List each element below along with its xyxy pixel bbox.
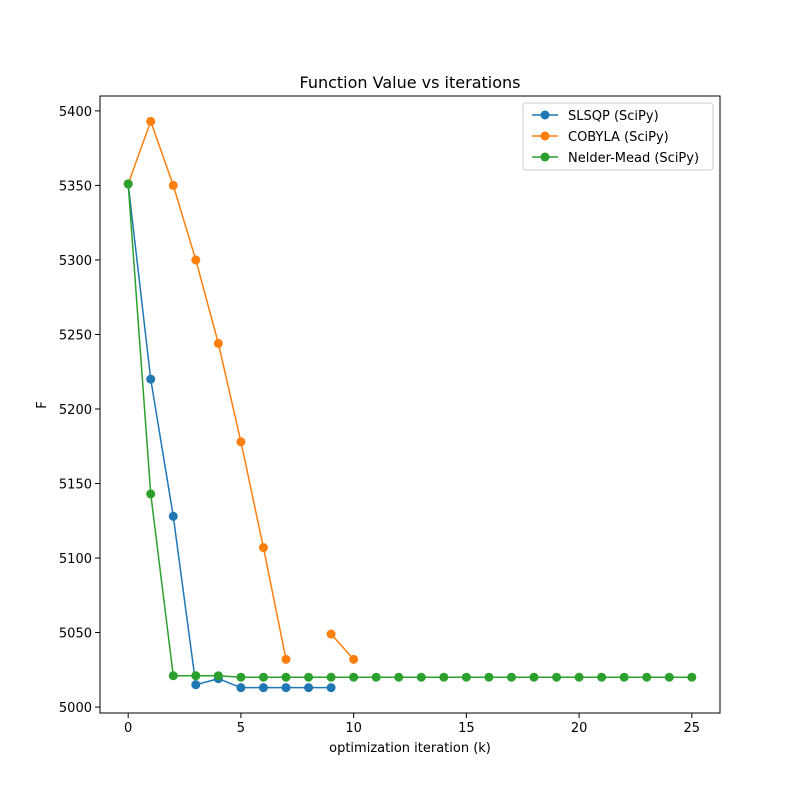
data-point <box>371 672 381 682</box>
y-axis-label: F <box>35 401 50 408</box>
data-point <box>146 116 156 126</box>
series-1 <box>123 179 336 693</box>
legend-label: SLSQP (SciPy) <box>568 109 659 124</box>
y-tick-label: 5100 <box>59 552 92 567</box>
x-axis-label: optimization iteration (k) <box>329 741 491 756</box>
data-point <box>326 672 336 682</box>
legend-label: Nelder-Mead (SciPy) <box>568 151 699 166</box>
data-point <box>281 683 291 693</box>
data-point <box>213 671 223 681</box>
data-point <box>439 672 449 682</box>
legend-marker <box>540 131 550 141</box>
data-point <box>642 672 652 682</box>
data-point <box>191 671 201 681</box>
data-point <box>574 672 584 682</box>
data-point <box>416 672 426 682</box>
series-line <box>127 183 332 689</box>
x-tick-label: 0 <box>124 721 132 736</box>
x-tick-label: 20 <box>571 721 588 736</box>
legend-marker <box>540 152 550 162</box>
data-point <box>664 672 674 682</box>
x-tick-label: 5 <box>237 721 245 736</box>
legend-label: COBYLA (SciPy) <box>568 130 669 145</box>
data-point <box>529 672 539 682</box>
legend-marker <box>540 110 550 120</box>
y-tick-label: 5200 <box>59 403 92 418</box>
plot-area <box>123 116 697 693</box>
series-2 <box>123 116 359 664</box>
data-point <box>687 672 697 682</box>
y-tick-label: 5300 <box>59 254 92 269</box>
y-tick-label: 5400 <box>59 105 92 120</box>
data-point <box>461 672 471 682</box>
y-tick-label: 5250 <box>59 328 92 343</box>
x-tick-label: 25 <box>684 721 701 736</box>
y-tick-label: 5050 <box>59 627 92 642</box>
data-point <box>168 180 178 190</box>
data-point <box>349 672 359 682</box>
data-point <box>304 683 314 693</box>
data-point <box>213 338 223 348</box>
data-point <box>191 680 201 690</box>
data-point <box>191 255 201 265</box>
data-point <box>258 543 268 553</box>
data-point <box>236 437 246 447</box>
data-point <box>258 683 268 693</box>
data-point <box>146 489 156 499</box>
data-point <box>168 671 178 681</box>
data-point <box>258 672 268 682</box>
y-tick-label: 5000 <box>59 701 92 716</box>
data-point <box>552 672 562 682</box>
series-line <box>127 119 287 660</box>
series-line <box>127 183 692 678</box>
data-point <box>146 374 156 384</box>
axis-ticks: 0 5 10 15 20 25 5000 5050 5100 5150 5200 5250 5300 53… <box>59 105 700 736</box>
legend: SLSQP (SciPy) COBYLA (SciPy) Nelder-Mead (… <box>522 102 714 171</box>
data-point <box>349 654 359 664</box>
data-point <box>236 683 246 693</box>
data-point <box>484 672 494 682</box>
y-tick-label: 5150 <box>59 477 92 492</box>
data-point <box>304 672 314 682</box>
series-line <box>330 633 355 660</box>
x-tick-label: 10 <box>345 721 362 736</box>
series-3 <box>123 179 697 682</box>
data-point <box>506 672 516 682</box>
data-point <box>326 629 336 639</box>
data-point <box>281 654 291 664</box>
data-point <box>326 683 336 693</box>
data-point <box>597 672 607 682</box>
data-point <box>281 672 291 682</box>
plot-frame <box>99 95 721 714</box>
x-tick-label: 15 <box>458 721 475 736</box>
data-point <box>619 672 629 682</box>
data-point <box>123 179 133 189</box>
y-tick-label: 5350 <box>59 179 92 194</box>
chart-title: Function Value vs iterations <box>300 73 521 92</box>
legend-box <box>522 102 714 171</box>
data-point <box>236 672 246 682</box>
data-point <box>168 511 178 521</box>
data-point <box>394 672 404 682</box>
